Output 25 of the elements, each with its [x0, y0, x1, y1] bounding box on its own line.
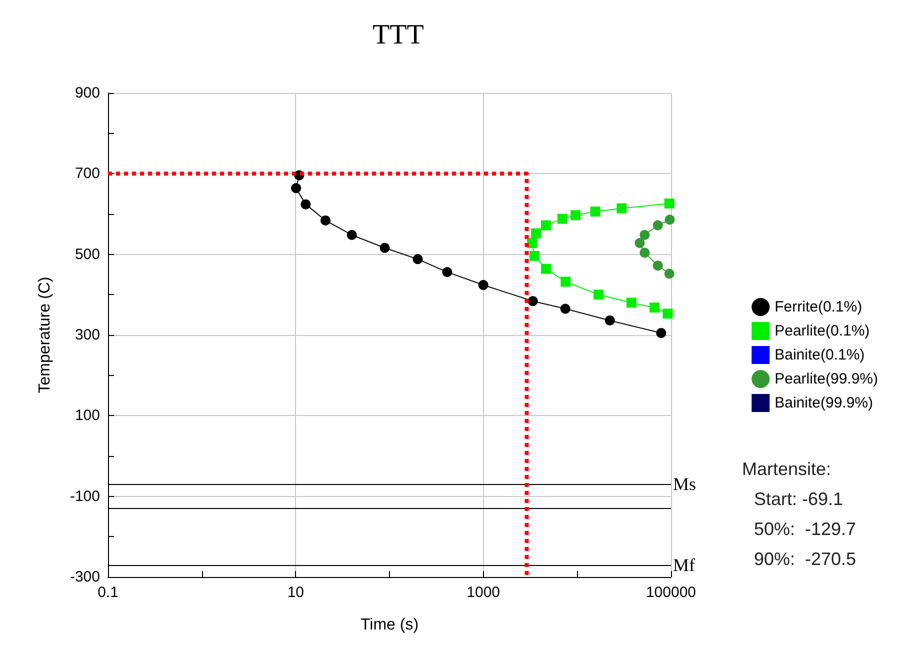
y-tick-label: 700 [74, 165, 100, 182]
chart-title: TTT [372, 20, 424, 50]
y-tick-label: 300 [74, 326, 100, 344]
x-tick-label: 10 [287, 584, 304, 601]
ref-line-label: Mf [673, 555, 696, 576]
y-tick-label: 900 [74, 84, 100, 102]
x-tick-label: 0.1 [98, 584, 118, 601]
text: Start: -69.1 [754, 489, 844, 509]
legend-label: Pearlite(99.9%) [774, 370, 878, 388]
x-axis-title: Time (s) [360, 616, 419, 634]
y-tick-label: 100 [74, 407, 100, 424]
legend-label: Bainite(99.9%) [774, 394, 874, 412]
text: 50%: -129.7 [754, 519, 856, 539]
text: Martensite: [742, 459, 832, 479]
legend-label: Ferrite(0.1%) [774, 298, 862, 316]
y-axis-title: Temperature (C) [36, 276, 54, 394]
legend-label: Pearlite(0.1%) [774, 322, 870, 340]
y-tick-label: -100 [70, 488, 100, 505]
ref-line-label: Ms [673, 474, 696, 494]
x-tick-label: 1000 [466, 584, 500, 601]
legend-label: Bainite(0.1%) [774, 346, 865, 364]
y-tick-label: -300 [70, 568, 100, 586]
y-tick-label: 500 [74, 246, 100, 263]
x-tick-label: 100000 [646, 584, 696, 601]
text: 90%: -270.5 [754, 549, 856, 569]
